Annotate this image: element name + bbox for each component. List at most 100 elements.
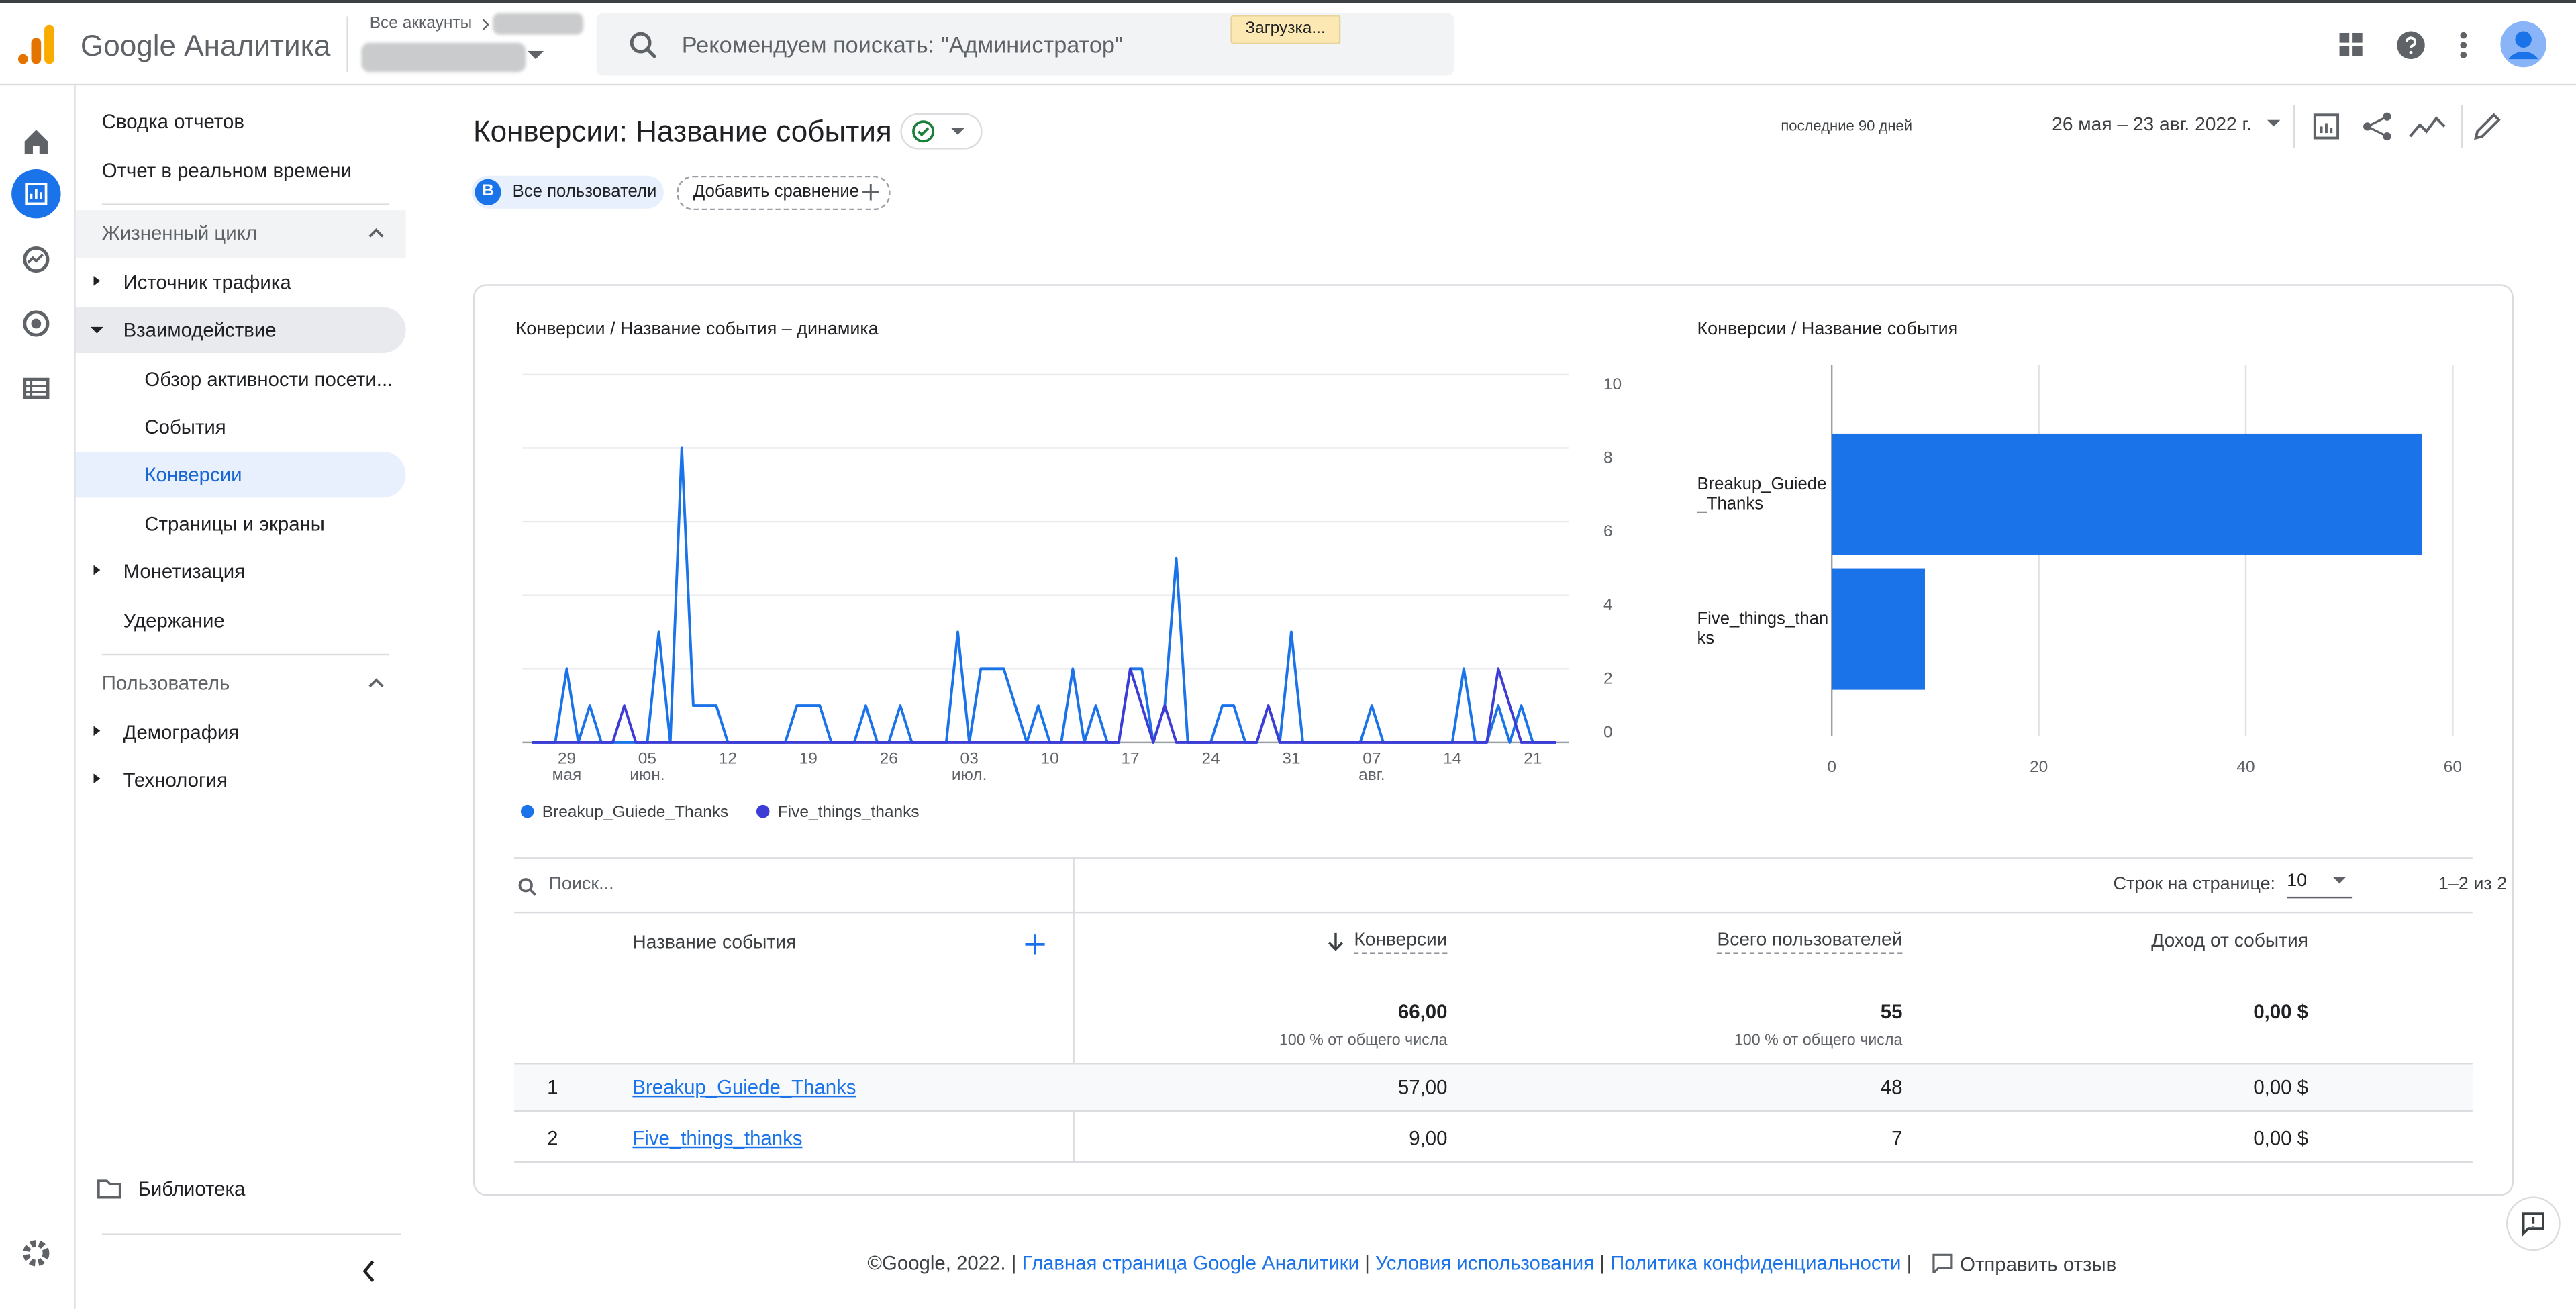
shape xyxy=(862,184,879,201)
series-line xyxy=(532,667,1556,744)
shape: июл. xyxy=(952,766,987,784)
shape xyxy=(518,878,533,893)
nav-section[interactable]: Жизненный цикл xyxy=(101,222,257,245)
shape xyxy=(2460,32,2467,39)
accounts-link[interactable]: Все аккаунты xyxy=(369,15,473,33)
nav-item[interactable]: Страницы и экраны xyxy=(144,512,325,536)
shape: 12 xyxy=(719,750,737,768)
total-note: 100 % от общего числа xyxy=(1734,1032,1903,1051)
nav-section[interactable]: Пользователь xyxy=(101,671,230,695)
bar xyxy=(1832,433,2422,555)
y-tick-label: 2 xyxy=(1603,669,1613,687)
collapse-nav[interactable] xyxy=(361,1260,376,1283)
product-name[interactable]: Google Аналитика xyxy=(80,30,331,62)
nav-item[interactable]: Демография xyxy=(123,721,240,744)
nav-item[interactable]: Взаимодействие xyxy=(123,318,277,342)
shape xyxy=(31,318,42,329)
shape xyxy=(646,48,657,59)
row-link[interactable]: Five_things_thanks xyxy=(632,1126,803,1150)
shape xyxy=(93,565,101,575)
table-search[interactable]: Поиск... xyxy=(548,874,614,895)
y-tick-label: 0 xyxy=(1603,724,1613,742)
segment-label[interactable]: Все пользователи xyxy=(512,181,657,202)
date-range[interactable]: 26 мая – 23 авг. 2022 г. xyxy=(2052,115,2252,136)
nav-item[interactable]: Технология xyxy=(123,769,228,792)
nav-item-active[interactable]: Конверсии xyxy=(144,463,242,487)
footer-link[interactable]: Политика конфиденциальности xyxy=(1610,1251,1901,1275)
y-tick-label: 10 xyxy=(1603,375,1622,393)
x-tick-label: 31 xyxy=(1282,750,1300,768)
nav-item[interactable]: Монетизация xyxy=(123,560,246,583)
add-comparison[interactable] xyxy=(677,175,891,211)
settings-icon[interactable] xyxy=(23,1240,50,1267)
shape xyxy=(2339,32,2350,43)
row-number: 2 xyxy=(547,1126,558,1150)
collapse-icon[interactable] xyxy=(368,677,384,688)
help-icon[interactable] xyxy=(2397,31,2425,60)
nav-item[interactable]: Отчет в реальном времени xyxy=(101,159,352,183)
row-link[interactable]: Breakup_Guiede_Thanks xyxy=(632,1075,856,1099)
column-header[interactable]: Всего пользователей xyxy=(1717,932,1903,953)
feedback-button[interactable] xyxy=(2506,1196,2561,1251)
x-tick-label: 40 xyxy=(2236,758,2255,776)
select-arrow[interactable] xyxy=(2332,877,2349,887)
add-comparison-label[interactable]: Добавить сравнение xyxy=(693,181,860,202)
nav-item[interactable]: Источник трафика xyxy=(123,271,291,294)
shape xyxy=(27,253,44,264)
add-dimension[interactable] xyxy=(1025,934,1045,955)
collapse-icon[interactable] xyxy=(368,227,384,238)
cell: 48 xyxy=(1880,1075,1903,1099)
apps-icon[interactable] xyxy=(2339,32,2363,56)
shape: авг. xyxy=(1358,766,1385,784)
x-tick-label: 19 xyxy=(799,750,818,768)
divider xyxy=(346,16,348,72)
avatar[interactable] xyxy=(2500,21,2546,68)
sort-icon[interactable] xyxy=(1328,932,1344,953)
shape xyxy=(917,127,930,137)
footer-link[interactable]: Условия использования xyxy=(1375,1251,1595,1275)
nav-item[interactable]: Удержание xyxy=(123,609,225,632)
x-tick-label: 60 xyxy=(2444,758,2462,776)
separator: | xyxy=(1365,1251,1370,1275)
dropdown-arrow[interactable] xyxy=(527,50,544,61)
advertising-icon[interactable] xyxy=(23,310,50,337)
shape xyxy=(530,889,537,896)
nav-item[interactable]: Обзор активности посети... xyxy=(144,368,393,391)
footer-link[interactable]: Главная страница Google Аналитики xyxy=(1022,1251,1360,1275)
column-header: Название события xyxy=(632,933,797,953)
share-icon[interactable] xyxy=(2363,112,2391,141)
shape xyxy=(1932,1253,1953,1273)
configure-icon[interactable] xyxy=(23,377,50,399)
column-header[interactable]: Конверсии xyxy=(1354,932,1448,953)
row-number: 1 xyxy=(547,1075,558,1099)
nav-item[interactable]: События xyxy=(144,416,226,439)
edit-icon[interactable] xyxy=(2473,113,2501,140)
segment-chip[interactable] xyxy=(471,175,664,209)
shape: 17 xyxy=(1121,750,1139,768)
rows-per-page[interactable]: 10 xyxy=(2287,871,2308,891)
legend-label: Five_things_thanks xyxy=(778,803,920,821)
shape xyxy=(30,189,43,199)
shape xyxy=(2508,52,2538,60)
nav-item[interactable]: Сводка отчетов xyxy=(101,109,244,134)
total: 55 xyxy=(1880,1000,1903,1024)
logo[interactable] xyxy=(16,23,59,66)
x-tick-label: 0 xyxy=(1827,758,1836,776)
date-dropdown[interactable] xyxy=(2267,119,2283,130)
home-icon[interactable] xyxy=(24,130,48,154)
insights-icon[interactable] xyxy=(2409,116,2446,138)
y-tick-label: Five_things_thanks xyxy=(1697,609,1829,649)
pagination: 1–2 из 2 xyxy=(2438,874,2508,895)
nav-item[interactable]: Библиотека xyxy=(138,1177,246,1201)
shape xyxy=(97,1179,121,1199)
explore-icon[interactable] xyxy=(23,246,50,273)
bar xyxy=(1832,568,1925,690)
feedback[interactable]: Отправить отзыв xyxy=(1960,1253,2117,1277)
nav-item-bg xyxy=(75,307,406,354)
status-chip[interactable] xyxy=(900,113,983,150)
feedback-icon xyxy=(1932,1253,1953,1273)
search-placeholder[interactable]: Рекомендуем поискать: "Администратор" xyxy=(681,31,1124,58)
shape xyxy=(1328,932,1343,951)
customize-icon[interactable] xyxy=(2313,113,2340,140)
more-icon[interactable] xyxy=(2459,31,2467,59)
